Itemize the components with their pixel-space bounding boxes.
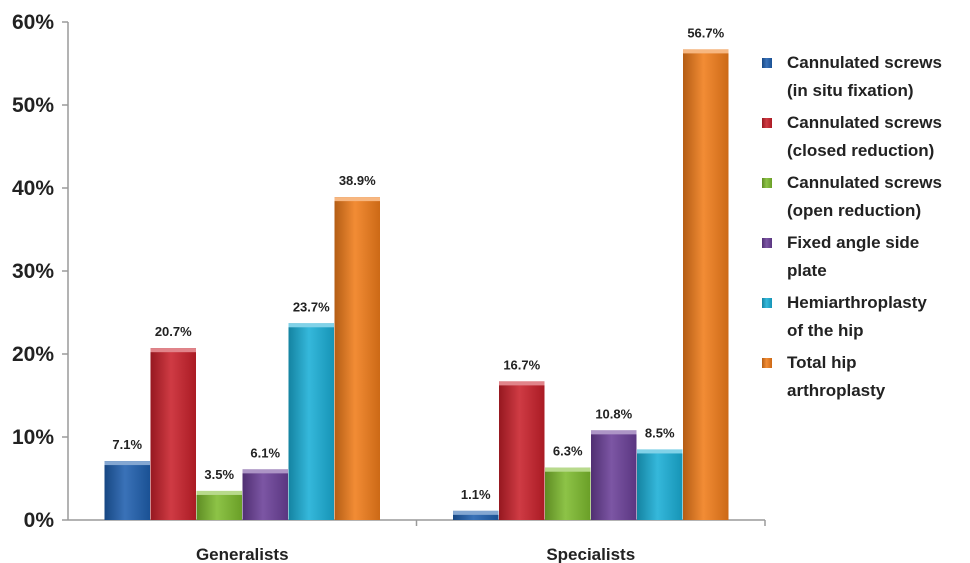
bar	[637, 449, 683, 520]
legend-label: (closed reduction)	[787, 141, 934, 160]
legend-swatch	[762, 238, 772, 248]
legend: Cannulated screws (in situ fixation) Cannu…	[762, 53, 942, 400]
bar-top-highlight	[499, 381, 545, 386]
bar-top-highlight	[288, 323, 334, 328]
bars	[104, 49, 729, 520]
bar-top-highlight	[334, 197, 380, 202]
bar	[288, 323, 334, 520]
y-tick-label: 40%	[12, 177, 54, 200]
y-tick-label: 60%	[12, 11, 54, 34]
bar	[545, 467, 591, 520]
bar-top-highlight	[591, 430, 637, 435]
legend-label: Cannulated screws	[787, 53, 942, 72]
data-label: 38.9%	[339, 173, 376, 188]
data-label: 8.5%	[645, 425, 675, 440]
legend-label: Total hip	[787, 353, 857, 372]
legend-swatch	[762, 178, 772, 188]
data-label: 1.1%	[461, 487, 491, 502]
bar	[242, 469, 288, 520]
bar	[683, 49, 729, 520]
legend-swatch	[762, 118, 772, 128]
legend-label: plate	[787, 261, 827, 280]
legend-label: arthroplasty	[787, 381, 886, 400]
data-label: 7.1%	[112, 437, 142, 452]
legend-swatch	[762, 58, 772, 68]
data-label: 6.1%	[250, 445, 280, 460]
data-label: 10.8%	[595, 406, 632, 421]
y-tick-label: 30%	[12, 260, 54, 283]
data-label: 23.7%	[293, 299, 330, 314]
data-label: 3.5%	[204, 467, 234, 482]
bar-top-highlight	[637, 449, 683, 454]
bar-top-highlight	[683, 49, 729, 54]
bar	[499, 381, 545, 520]
legend-swatch	[762, 298, 772, 308]
bar	[196, 490, 242, 520]
legend-label: (in situ fixation)	[787, 81, 914, 100]
bar-top-highlight	[242, 469, 288, 474]
y-tick-label: 20%	[12, 343, 54, 366]
bar-top-highlight	[545, 467, 591, 472]
legend-label: Fixed angle side	[787, 233, 919, 252]
legend-label: (open reduction)	[787, 201, 921, 220]
bar-top-highlight	[104, 461, 150, 466]
x-category-label: Generalists	[196, 545, 289, 563]
bar	[453, 510, 499, 520]
legend-label: Cannulated screws	[787, 113, 942, 132]
data-label: 16.7%	[503, 357, 540, 372]
axes: 0% 10% 20% 30% 40% 50% 60% Generalists Specialis…	[12, 11, 766, 563]
y-tick-label: 10%	[12, 426, 54, 449]
legend-swatch	[762, 358, 772, 368]
bar-top-highlight	[453, 510, 499, 515]
legend-label: Hemiarthroplasty	[787, 293, 927, 312]
bar	[150, 348, 196, 520]
bar	[104, 461, 150, 520]
data-label: 6.3%	[553, 444, 583, 459]
bar	[334, 197, 380, 520]
legend-label: of the hip	[787, 321, 863, 340]
bar	[591, 430, 637, 520]
data-label: 56.7%	[687, 25, 724, 40]
bar-top-highlight	[150, 348, 196, 353]
y-tick-label: 50%	[12, 94, 54, 117]
data-label: 20.7%	[155, 324, 192, 339]
legend-label: Cannulated screws	[787, 173, 942, 192]
x-category-label: Specialists	[546, 545, 635, 563]
bar-top-highlight	[196, 490, 242, 495]
data-labels: 7.1% 20.7% 3.5% 6.1% 23.7% 38.9% 1.1% 16.7% 6.3%…	[112, 25, 724, 501]
y-tick-label: 0%	[24, 509, 55, 532]
